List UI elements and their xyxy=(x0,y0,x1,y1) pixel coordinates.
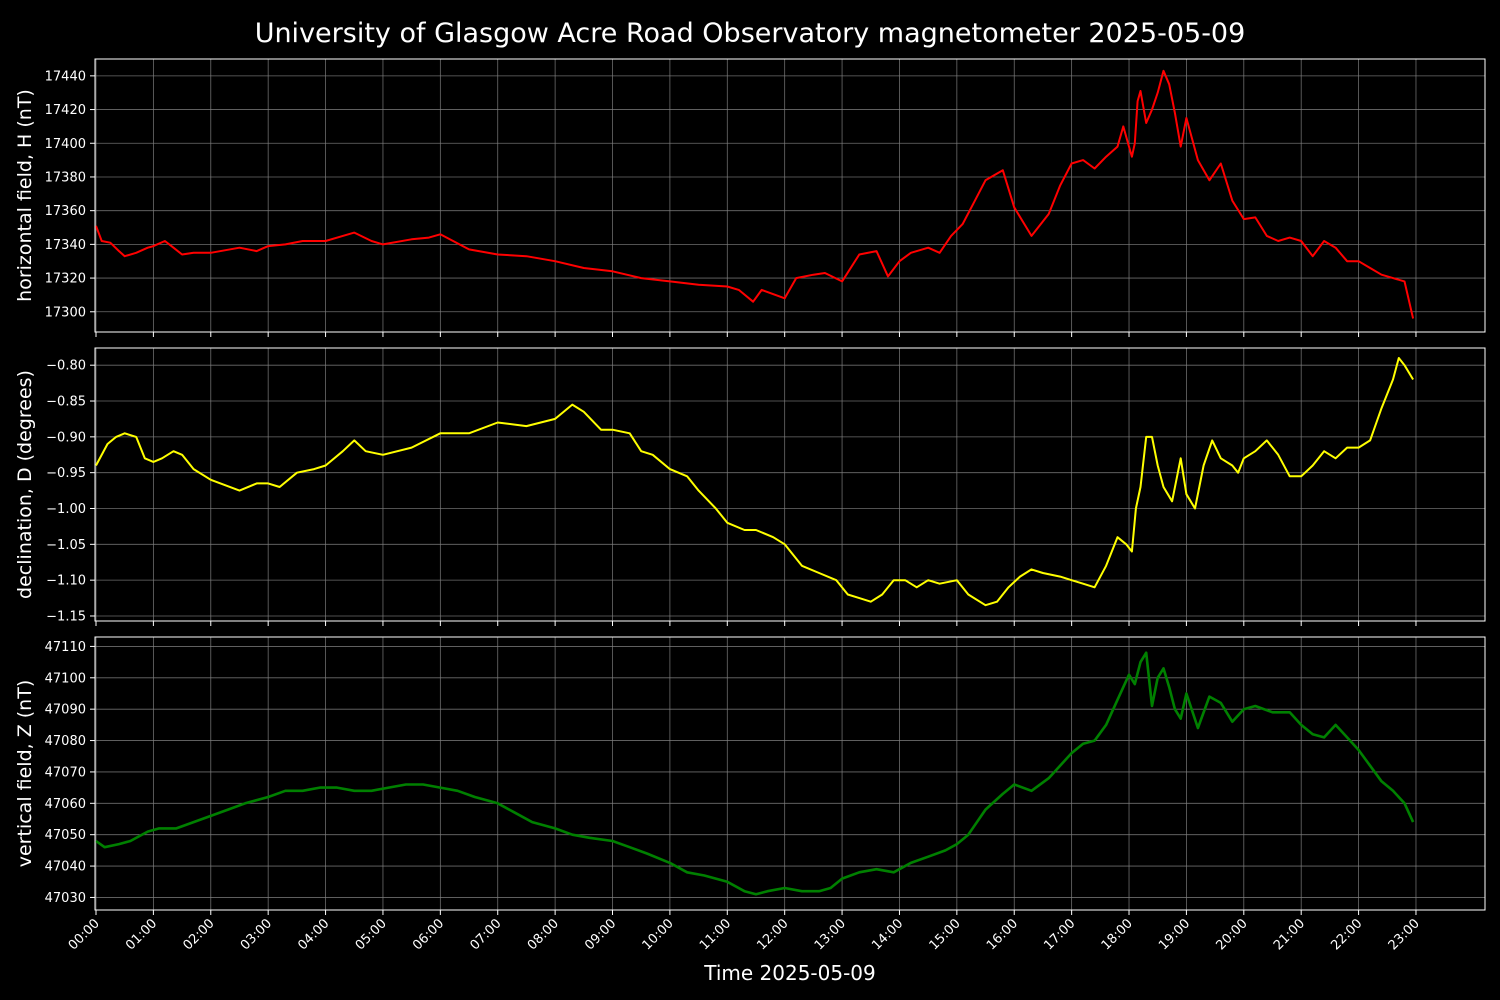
panel-2: −1.15 −1.10 −1.05 −1.00 −0.95 −0.90 −0.85 −0.80… xyxy=(14,347,1486,626)
y-tick-label: 17400 xyxy=(45,137,86,152)
y-tick-label: −1.10 xyxy=(46,574,86,589)
y-tick-label: 17340 xyxy=(45,238,86,253)
y-tick-label: 47100 xyxy=(45,671,86,686)
y-tick-label: 17320 xyxy=(45,272,86,287)
y-tick-label: 17440 xyxy=(45,69,86,84)
panel-frame xyxy=(94,58,1486,333)
y-axis-label: horizontal field, H (nT) xyxy=(14,89,36,302)
chart-title: University of Glasgow Acre Road Observat… xyxy=(255,18,1246,49)
y-tick-label: −0.80 xyxy=(46,359,86,374)
panel-frame xyxy=(94,636,1486,911)
series-line-3 xyxy=(95,651,1415,896)
y-tick-label: −0.85 xyxy=(46,395,86,410)
panel-3: 47030 47040 47050 47060 47070 47080 47090 47100… xyxy=(14,636,1486,915)
y-axis-label: vertical field, Z (nT) xyxy=(14,680,36,868)
y-tick-label: 47050 xyxy=(45,828,86,843)
y-tick-label: −1.00 xyxy=(46,502,86,517)
y-tick-label: −0.95 xyxy=(46,466,86,481)
y-tick-label: 17420 xyxy=(45,103,86,118)
y-tick-label: 47030 xyxy=(45,891,86,906)
y-tick-label: 47110 xyxy=(45,640,86,655)
panel-frame xyxy=(94,347,1486,622)
y-tick-label: −1.05 xyxy=(46,538,86,553)
y-tick-label: 17300 xyxy=(45,305,86,320)
y-tick-label: 47090 xyxy=(45,703,86,718)
y-tick-label: −0.90 xyxy=(46,430,86,445)
series-line-1 xyxy=(95,69,1415,319)
y-tick-label: 47060 xyxy=(45,797,86,812)
y-tick-label: 17360 xyxy=(45,204,86,219)
y-tick-label: 47040 xyxy=(45,860,86,875)
y-tick-label: 47070 xyxy=(45,765,86,780)
y-axis-label: declination, D (degrees) xyxy=(14,370,36,599)
y-tick-label: −1.15 xyxy=(46,609,86,624)
y-tick-label: 47080 xyxy=(45,734,86,749)
panel-1: 17300 17320 17340 17360 17380 17400 17420 17440… xyxy=(14,58,1486,337)
y-tick-label: 17380 xyxy=(45,170,86,185)
series-line-2 xyxy=(95,357,1414,607)
x-axis-label: Time 2025-05-09 xyxy=(703,961,876,985)
